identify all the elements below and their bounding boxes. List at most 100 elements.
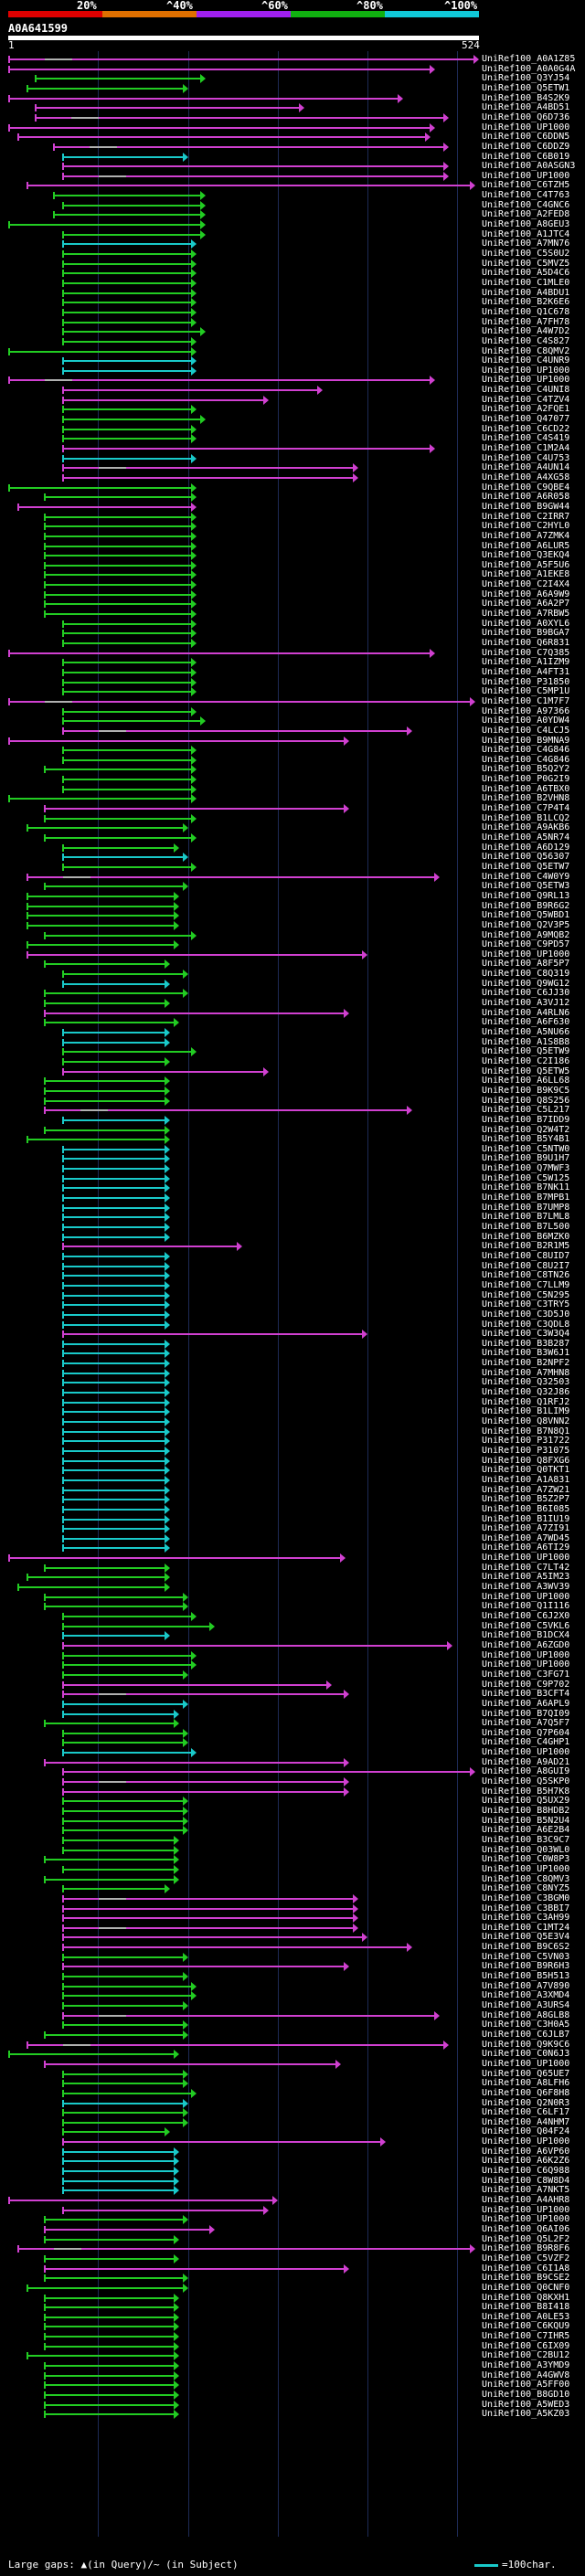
hit-alignment-bar[interactable] bbox=[61, 1206, 165, 1209]
hit-label[interactable]: UniRef100_C2BU12 bbox=[482, 2350, 570, 2361]
hit-alignment-bar[interactable] bbox=[61, 1829, 184, 1832]
hit-alignment-bar[interactable] bbox=[44, 1761, 346, 1764]
hit-label[interactable]: UniRef100_A2FQE1 bbox=[482, 404, 570, 415]
hit-label[interactable]: UniRef100_C6IX09 bbox=[482, 2340, 570, 2351]
hit-alignment-bar[interactable] bbox=[61, 1197, 165, 1200]
hit-label[interactable]: UniRef100_C8W8D4 bbox=[482, 2175, 570, 2186]
hit-label[interactable]: UniRef100_Q0TKT1 bbox=[482, 1465, 570, 1476]
hit-label[interactable]: UniRef100_C2HYL0 bbox=[482, 521, 570, 532]
hit-label[interactable]: UniRef100_C7P4T4 bbox=[482, 803, 570, 814]
hit-alignment-bar[interactable] bbox=[61, 1702, 184, 1705]
hit-alignment-bar[interactable] bbox=[61, 1382, 165, 1384]
hit-label[interactable]: UniRef100_UP1000 bbox=[482, 1747, 570, 1758]
hit-alignment-bar[interactable] bbox=[61, 671, 193, 673]
hit-label[interactable]: UniRef100_A7ZI91 bbox=[482, 1523, 570, 1534]
hit-label[interactable]: UniRef100_A4BDU1 bbox=[482, 287, 570, 298]
hit-label[interactable]: UniRef100_A4GWV8 bbox=[482, 2369, 570, 2380]
hit-label[interactable]: UniRef100_C6CD22 bbox=[482, 423, 570, 434]
hit-alignment-bar[interactable] bbox=[44, 2374, 175, 2377]
hit-label[interactable]: UniRef100_B7LML8 bbox=[482, 1212, 570, 1223]
hit-alignment-bar[interactable] bbox=[61, 262, 193, 265]
hit-alignment-bar[interactable] bbox=[61, 1508, 165, 1511]
hit-label[interactable]: UniRef100_C6DDN5 bbox=[482, 132, 570, 143]
hit-label[interactable]: UniRef100_Q8S256 bbox=[482, 1095, 570, 1106]
hit-label[interactable]: UniRef100_C9P702 bbox=[482, 1679, 570, 1690]
hit-alignment-bar[interactable] bbox=[61, 1469, 165, 1472]
hit-alignment-bar[interactable] bbox=[26, 1576, 165, 1579]
hit-alignment-bar[interactable] bbox=[61, 729, 409, 732]
hit-alignment-bar[interactable] bbox=[8, 486, 193, 489]
hit-alignment-bar[interactable] bbox=[61, 1060, 165, 1063]
hit-label[interactable]: UniRef100_UP1000 bbox=[482, 2214, 570, 2225]
hit-alignment-bar[interactable] bbox=[61, 1177, 165, 1180]
hit-alignment-bar[interactable] bbox=[61, 1625, 211, 1627]
hit-label[interactable]: UniRef100_C5S0U2 bbox=[482, 249, 570, 259]
hit-label[interactable]: UniRef100_B8HDB2 bbox=[482, 1806, 570, 1816]
hit-label[interactable]: UniRef100_C4U753 bbox=[482, 452, 570, 463]
hit-label[interactable]: UniRef100_B6I085 bbox=[482, 1503, 570, 1514]
hit-alignment-bar[interactable] bbox=[26, 924, 175, 927]
hit-alignment-bar[interactable] bbox=[61, 1041, 165, 1044]
hit-alignment-bar[interactable] bbox=[61, 2170, 175, 2173]
hit-alignment-bar[interactable] bbox=[61, 1868, 175, 1871]
hit-alignment-bar[interactable] bbox=[8, 2200, 273, 2201]
hit-alignment-bar[interactable] bbox=[61, 398, 265, 401]
hit-label[interactable]: UniRef100_C6JLB7 bbox=[482, 2029, 570, 2040]
hit-alignment-bar[interactable] bbox=[61, 428, 193, 430]
hit-alignment-bar[interactable] bbox=[61, 1644, 449, 1647]
hit-label[interactable]: UniRef100_B7UMP8 bbox=[482, 1202, 570, 1213]
hit-label[interactable]: UniRef100_A6VP60 bbox=[482, 2146, 570, 2157]
hit-alignment-bar[interactable] bbox=[61, 1294, 165, 1297]
hit-alignment-bar[interactable] bbox=[61, 1752, 193, 1754]
hit-label[interactable]: UniRef100_B8GD10 bbox=[482, 2390, 570, 2400]
hit-alignment-bar[interactable] bbox=[8, 224, 202, 227]
hit-alignment-bar[interactable] bbox=[61, 856, 184, 859]
hit-label[interactable]: UniRef100_A6LL68 bbox=[482, 1076, 570, 1087]
hit-label[interactable]: UniRef100_B3W6J1 bbox=[482, 1348, 570, 1359]
hit-label[interactable]: UniRef100_B2NPF2 bbox=[482, 1358, 570, 1369]
hit-alignment-bar[interactable] bbox=[61, 1362, 165, 1365]
hit-label[interactable]: UniRef100_C5VKL6 bbox=[482, 1620, 570, 1631]
hit-label[interactable]: UniRef100_A0XYL6 bbox=[482, 618, 570, 629]
hit-alignment-bar[interactable] bbox=[16, 1586, 165, 1589]
hit-label[interactable]: UniRef100_B2K6E6 bbox=[482, 297, 570, 308]
hit-alignment-bar[interactable] bbox=[61, 662, 193, 664]
hit-label[interactable]: UniRef100_C4G846 bbox=[482, 745, 570, 756]
hit-label[interactable]: UniRef100_B9C6S2 bbox=[482, 1942, 570, 1953]
hit-label[interactable]: UniRef100_A4AHR8 bbox=[482, 2195, 570, 2205]
hit-label[interactable]: UniRef100_A5IM23 bbox=[482, 1572, 570, 1583]
hit-label[interactable]: UniRef100_C3QDL8 bbox=[482, 1319, 570, 1330]
hit-label[interactable]: UniRef100_Q5E3V4 bbox=[482, 1932, 570, 1943]
hit-alignment-bar[interactable] bbox=[61, 1342, 165, 1345]
hit-alignment-bar[interactable] bbox=[61, 1976, 184, 1978]
hit-label[interactable]: UniRef100_UP1000 bbox=[482, 1553, 570, 1564]
hit-label[interactable]: UniRef100_UP1000 bbox=[482, 1649, 570, 1660]
hit-alignment-bar[interactable] bbox=[61, 2102, 184, 2104]
hit-alignment-bar[interactable] bbox=[61, 1411, 165, 1414]
hit-alignment-bar[interactable] bbox=[44, 1595, 184, 1598]
hit-label[interactable]: UniRef100_C8NYZ5 bbox=[482, 1883, 570, 1894]
hit-alignment-bar[interactable] bbox=[44, 2336, 175, 2338]
hit-alignment-bar[interactable] bbox=[61, 1897, 355, 1900]
hit-label[interactable]: UniRef100_A1S8B8 bbox=[482, 1036, 570, 1047]
hit-label[interactable]: UniRef100_C3H0A5 bbox=[482, 2019, 570, 2030]
hit-alignment-bar[interactable] bbox=[61, 1265, 165, 1267]
hit-label[interactable]: UniRef100_C6I1A8 bbox=[482, 2263, 570, 2274]
hit-label[interactable]: UniRef100_A6LUR5 bbox=[482, 540, 570, 551]
hit-alignment-bar[interactable] bbox=[26, 2286, 184, 2289]
hit-alignment-bar[interactable] bbox=[8, 652, 431, 654]
hit-label[interactable]: UniRef100_C6TZH5 bbox=[482, 180, 570, 191]
hit-alignment-bar[interactable] bbox=[26, 915, 175, 917]
hit-label[interactable]: UniRef100_UP1000 bbox=[482, 170, 570, 181]
hit-label[interactable]: UniRef100_Q1C678 bbox=[482, 306, 570, 317]
hit-alignment-bar[interactable] bbox=[44, 1878, 175, 1881]
hit-alignment-bar[interactable] bbox=[26, 895, 175, 897]
hit-label[interactable]: UniRef100_Q0CNF0 bbox=[482, 2282, 570, 2293]
hit-label[interactable]: UniRef100_A8F5P7 bbox=[482, 959, 570, 970]
hit-alignment-bar[interactable] bbox=[61, 642, 193, 644]
hit-alignment-bar[interactable] bbox=[61, 1966, 346, 1968]
hit-label[interactable]: UniRef100_C4G846 bbox=[482, 754, 570, 765]
hit-label[interactable]: UniRef100_A0LE53 bbox=[482, 2311, 570, 2322]
hit-label[interactable]: UniRef100_B7N8Q1 bbox=[482, 1426, 570, 1436]
hit-alignment-bar[interactable] bbox=[44, 2228, 211, 2231]
